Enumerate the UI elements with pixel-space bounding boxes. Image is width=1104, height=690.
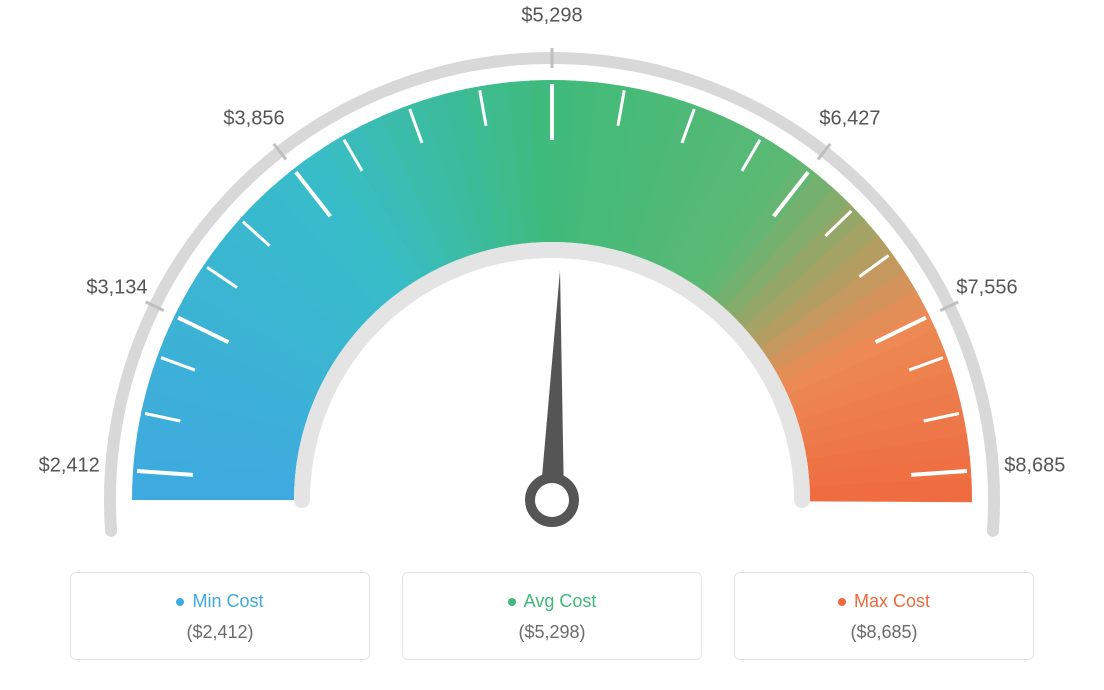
cost-gauge-chart: $2,412 $3,134 $3,856 $5,298 $6,427 $7,556 $8,6… — [0, 0, 1104, 690]
legend-title-max: Max Cost — [854, 591, 930, 612]
gauge-tick-label: $2,412 — [39, 455, 100, 478]
legend-dot-max — [838, 598, 846, 606]
legend-card-min: Min Cost ($2,412) — [70, 572, 370, 660]
legend-title-line-min: Min Cost — [176, 591, 263, 612]
legend-title-line-avg: Avg Cost — [508, 591, 597, 612]
legend-value-avg: ($5,298) — [518, 622, 585, 643]
legend-dot-avg — [508, 598, 516, 606]
gauge-tick-label: $5,298 — [521, 5, 582, 28]
legend-title-min: Min Cost — [192, 591, 263, 612]
gauge-tick-label: $8,685 — [1004, 455, 1065, 478]
gauge-tick-label: $6,427 — [819, 107, 880, 130]
legend-card-max: Max Cost ($8,685) — [734, 572, 1034, 660]
legend-value-min: ($2,412) — [186, 622, 253, 643]
legend-card-avg: Avg Cost ($5,298) — [402, 572, 702, 660]
legend-title-line-max: Max Cost — [838, 591, 930, 612]
legend-dot-min — [176, 598, 184, 606]
gauge-tick-label: $3,134 — [86, 276, 147, 299]
gauge-tick-label: $7,556 — [956, 276, 1017, 299]
legend-title-avg: Avg Cost — [524, 591, 597, 612]
gauge-svg — [0, 0, 1104, 540]
gauge-area: $2,412 $3,134 $3,856 $5,298 $6,427 $7,556 $8,6… — [0, 0, 1104, 540]
gauge-tick-label: $3,856 — [223, 107, 284, 130]
legend-row: Min Cost ($2,412) Avg Cost ($5,298) Max … — [70, 572, 1034, 660]
legend-value-max: ($8,685) — [850, 622, 917, 643]
